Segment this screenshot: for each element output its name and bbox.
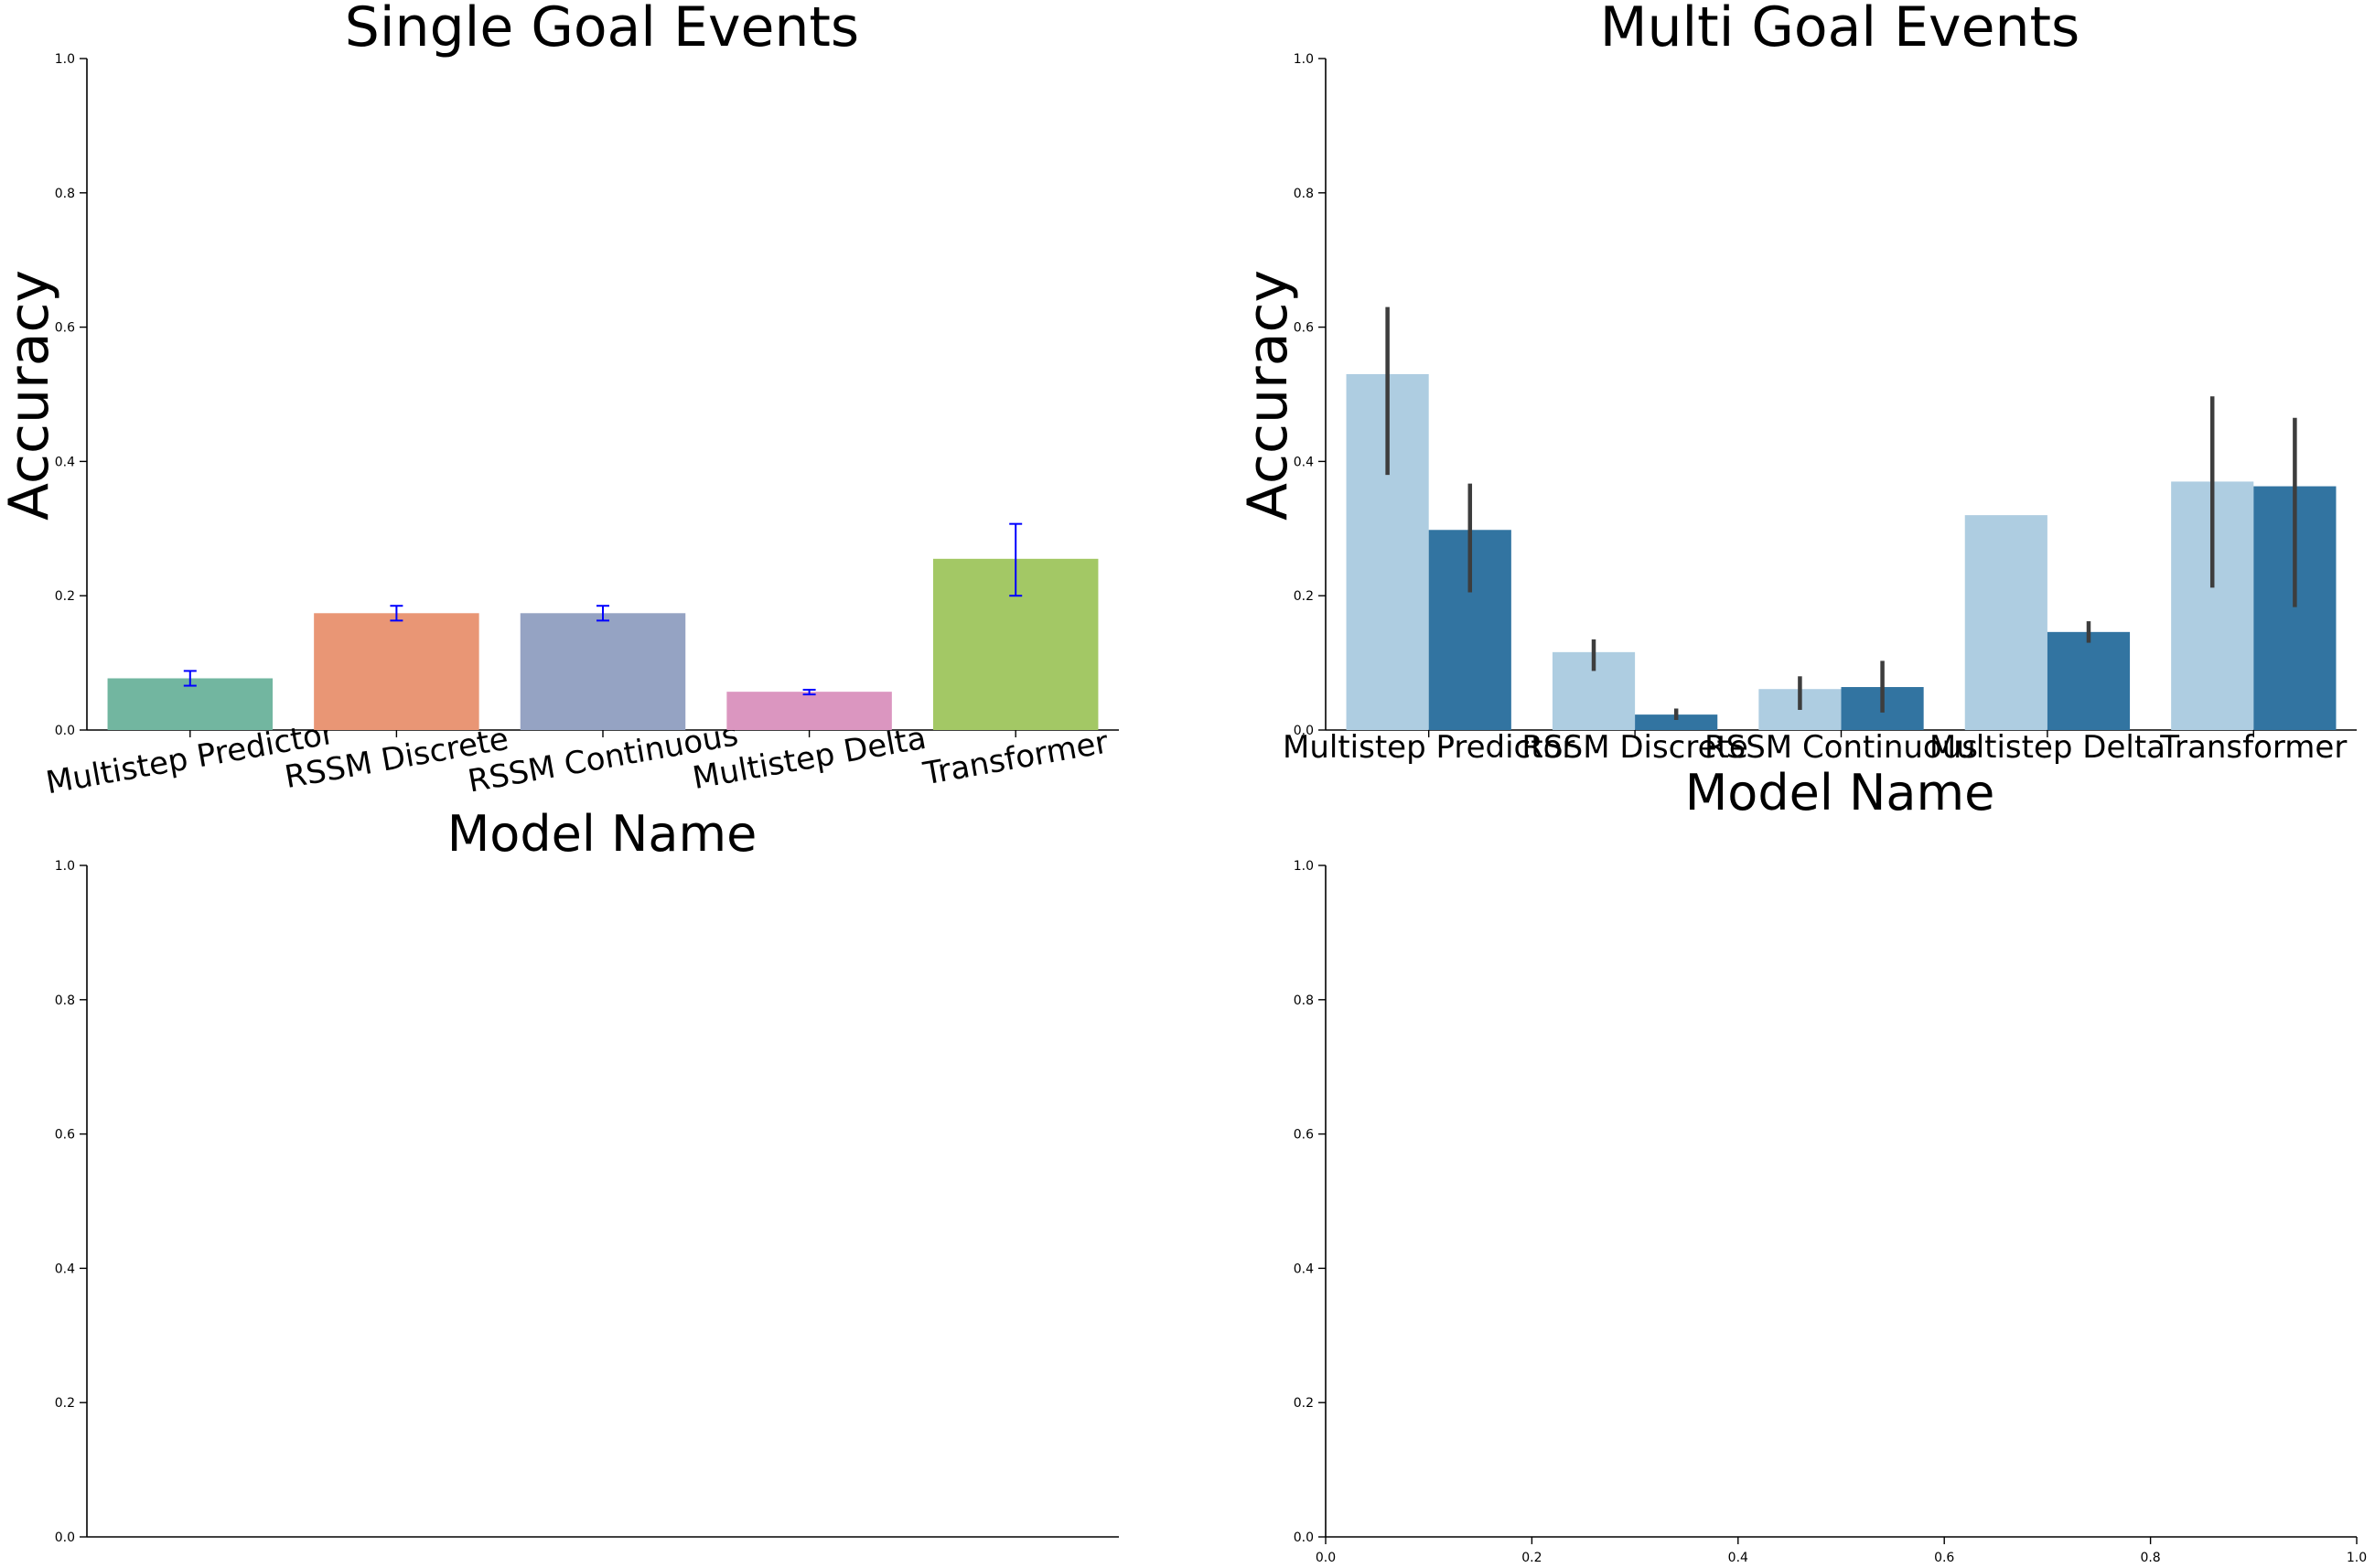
y-tick-label: 1.0	[1294, 859, 1314, 874]
y-tick-label: 0.8	[55, 993, 75, 1008]
x-tick-label: Transformer	[2159, 729, 2347, 766]
y-tick-label: 0.4	[1294, 455, 1314, 469]
bar	[1635, 714, 1718, 730]
y-tick-label: 0.2	[1294, 589, 1314, 604]
bar	[2047, 631, 2131, 730]
y-tick-label: 0.0	[55, 724, 75, 738]
y-tick-label: 0.6	[55, 321, 75, 336]
plot-area: 0.0 0.2 0.4 0.6 0.8 1.0 0.0 0.2 0.4 0.6 0.8 1.0	[1294, 859, 2367, 1565]
x-tick-label: 0.0	[1316, 1551, 1336, 1565]
y-tick-label: 0.4	[55, 455, 75, 469]
x-axis-label: Model Name	[1685, 764, 1995, 822]
y-tick-label: 1.0	[55, 859, 75, 874]
single-goal-chart: Single Goal Events Accuracy Model Name 0…	[0, 0, 1119, 863]
x-tick-label: 1.0	[2347, 1551, 2367, 1565]
y-tick-label: 0.0	[55, 1530, 75, 1545]
y-tick-label: 0.0	[1294, 724, 1314, 738]
x-tick-label: 0.6	[1934, 1551, 1954, 1565]
bar	[726, 692, 892, 730]
x-tick-label: 0.8	[2140, 1551, 2160, 1565]
empty-chart-bottom-right: 0.0 0.2 0.4 0.6 0.8 1.0 0.0 0.2 0.4 0.6 0.8 1.0	[1294, 859, 2367, 1565]
bar	[107, 678, 274, 730]
chart-title: Single Goal Events	[345, 0, 859, 59]
y-tick-label: 0.2	[1294, 1396, 1314, 1411]
x-tick-label: 0.2	[1521, 1551, 1542, 1565]
bar	[1964, 515, 2047, 730]
y-tick-label: 0.6	[55, 1128, 75, 1143]
x-tick-label: 0.4	[1728, 1551, 1748, 1565]
y-tick-label: 0.2	[55, 589, 75, 604]
y-tick-label: 0.4	[55, 1262, 75, 1276]
y-axis-label: Accuracy	[0, 270, 61, 521]
plot-area: 0.0 0.2 0.4 0.6 0.8 1.0	[55, 859, 1119, 1545]
y-tick-label: 0.8	[1294, 993, 1314, 1008]
y-tick-label: 0.2	[55, 1396, 75, 1411]
x-tick-label: Multistep Predictor	[1283, 729, 1574, 766]
y-tick-label: 1.0	[1294, 52, 1314, 67]
x-tick-label: Multistep Delta	[1929, 729, 2165, 766]
x-axis-label: Model Name	[447, 805, 758, 863]
y-tick-label: 0.8	[1294, 187, 1314, 201]
x-tick-label: RSSM Continuous	[1704, 729, 1978, 766]
empty-chart-bottom-left: 0.0 0.2 0.4 0.6 0.8 1.0	[55, 859, 1119, 1545]
y-tick-label: 0.6	[1294, 321, 1314, 336]
y-tick-label: 0.8	[55, 187, 75, 201]
y-tick-label: 0.0	[1294, 1530, 1314, 1545]
y-axis-label: Accuracy	[1236, 270, 1300, 521]
multi-goal-chart: Multi Goal Events Accuracy Model Name 0.…	[1236, 0, 2357, 822]
y-tick-label: 0.6	[1294, 1128, 1314, 1143]
x-tick-label: RSSM Discrete	[1521, 729, 1747, 766]
bar	[520, 613, 686, 730]
y-tick-label: 1.0	[55, 52, 75, 67]
chart-title: Multi Goal Events	[1600, 0, 2080, 59]
bar	[314, 613, 479, 730]
y-tick-label: 0.4	[1294, 1262, 1314, 1276]
